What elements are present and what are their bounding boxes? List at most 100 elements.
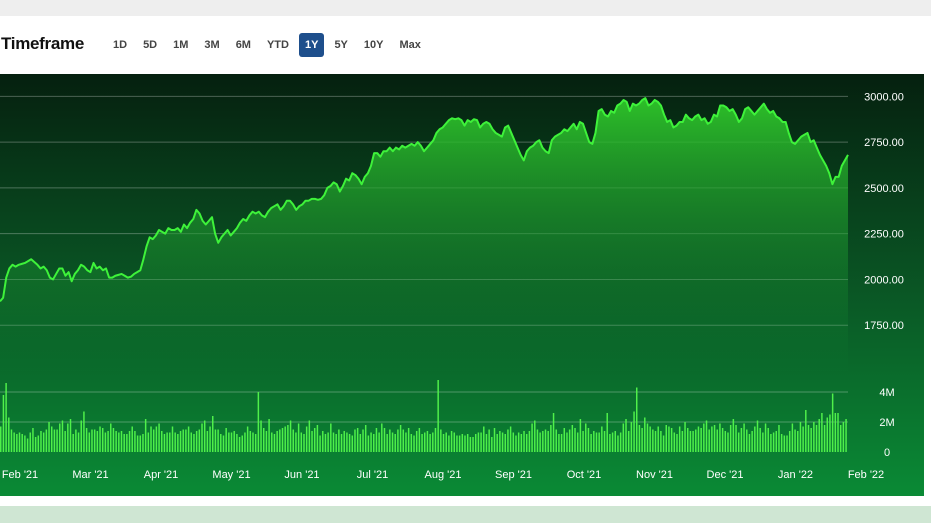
volume-bar [254, 434, 257, 452]
volume-bar [190, 432, 193, 452]
volume-bar [646, 423, 649, 452]
volume-bar [480, 432, 482, 452]
price-tick-label: 1750.00 [864, 320, 904, 332]
volume-bar [799, 422, 802, 452]
volume-bar [805, 410, 807, 452]
volume-bar [126, 434, 128, 452]
volume-bar [230, 432, 233, 452]
volume-bar [120, 431, 123, 452]
volume-bar [228, 432, 230, 452]
volume-bar [410, 434, 413, 452]
volume-bar [630, 422, 633, 452]
volume-bar [426, 431, 429, 452]
volume-bar [775, 431, 778, 452]
volume-bar [617, 435, 619, 452]
volume-bar [244, 432, 246, 452]
volume-bar [764, 423, 767, 452]
volume-bar [2, 395, 5, 452]
volume-bar [453, 432, 455, 452]
volume-bar [50, 426, 53, 452]
volume-bar [686, 428, 689, 452]
volume-bar [209, 426, 211, 452]
timeframe-button-max[interactable]: Max [399, 39, 421, 51]
volume-bar [268, 419, 270, 452]
x-tick-label: Sep '21 [495, 469, 532, 481]
volume-bar [477, 432, 480, 452]
volume-bar [48, 422, 50, 452]
volume-bar [166, 432, 168, 452]
volume-bar [107, 431, 109, 452]
volume-bar [574, 428, 576, 452]
timeframe-button-1y[interactable]: 1Y [298, 33, 325, 57]
timeframe-button-5y[interactable]: 5Y [334, 39, 348, 51]
volume-bar [77, 432, 80, 452]
volume-bar [327, 432, 329, 452]
volume-bar [72, 434, 74, 452]
volume-bar [461, 434, 464, 452]
volume-bar [279, 429, 281, 452]
timeframe-button-5d[interactable]: 5D [143, 39, 158, 51]
timeframe-button-3m[interactable]: 3M [204, 39, 220, 51]
volume-bar [735, 425, 737, 452]
volume-bar [552, 413, 555, 452]
volume-bar [501, 432, 504, 452]
volume-bar [839, 425, 842, 452]
volume-bar [123, 434, 125, 452]
volume-bar [721, 428, 724, 452]
volume-bar [681, 431, 684, 452]
volume-bar [203, 420, 206, 452]
timeframe-button-6m[interactable]: 6M [235, 39, 251, 51]
volume-bar [169, 432, 171, 452]
volume-bar [448, 435, 450, 452]
volume-bar [88, 432, 91, 452]
volume-bar [593, 431, 595, 452]
volume-bar [413, 435, 415, 452]
x-tick-label: Mar '21 [72, 469, 108, 481]
x-tick-label: Aug '21 [425, 469, 462, 481]
volume-bar [330, 423, 332, 452]
volume-bar [603, 431, 606, 452]
volume-bar [359, 434, 362, 452]
volume-bar [195, 431, 198, 452]
volume-bar [217, 429, 219, 452]
volume-bar [456, 435, 458, 452]
volume-bar [322, 431, 324, 452]
volume-bar [24, 435, 26, 452]
volume-bar [389, 429, 391, 452]
timeframe-button-10y[interactable]: 10Y [363, 39, 384, 51]
volume-bar [313, 428, 316, 452]
volume-bar [8, 417, 10, 452]
volume-bar [273, 434, 276, 452]
volume-bar [464, 435, 466, 452]
volume-bar [542, 431, 544, 452]
volume-bar [163, 434, 166, 452]
volume-bar [287, 425, 289, 452]
timeframe-button-1m[interactable]: 1M [173, 39, 189, 51]
volume-bar [692, 431, 694, 452]
volume-bar [598, 432, 600, 452]
volume-bar [265, 431, 268, 452]
volume-bar [29, 432, 31, 452]
volume-bar [641, 428, 643, 452]
volume-bar [525, 434, 528, 452]
stock-chart[interactable]: 3000.00 2750.00 2500.00 2250.00 2000.00 1750.… [0, 74, 924, 496]
volume-bar [346, 432, 348, 452]
volume-bar [587, 428, 590, 452]
volume-bar [340, 434, 343, 452]
stock-chart-svg: 3000.00 2750.00 2500.00 2250.00 2000.00 1750.… [0, 74, 924, 496]
volume-bar [252, 432, 254, 452]
price-tick-label: 3000.00 [864, 91, 904, 103]
volume-bar [134, 431, 136, 452]
volume-bar [147, 432, 150, 452]
volume-bar [432, 432, 434, 452]
volume-bar [198, 429, 201, 452]
timeframe-button-ytd[interactable]: YTD [266, 39, 289, 51]
volume-bar [676, 434, 678, 452]
timeframe-button-1d[interactable]: 1D [113, 39, 128, 51]
volume-bar [644, 417, 646, 452]
volume-bar [590, 434, 592, 452]
volume-bar [158, 423, 160, 452]
price-tick-label: 2000.00 [864, 274, 904, 286]
volume-bar [155, 426, 158, 452]
volume-bar [96, 431, 99, 452]
